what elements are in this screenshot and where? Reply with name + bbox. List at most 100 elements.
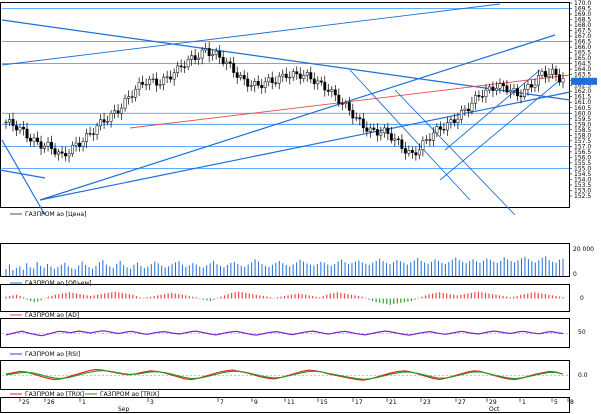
candle-body-127 [449,119,453,123]
candle-body-33 [120,107,124,114]
candle-body-103 [365,127,369,132]
candle-body-62 [221,57,225,64]
price-axis-tick-label-35: 170.0 [574,0,591,7]
candle-body-38 [137,81,141,90]
candle-body-157 [554,68,558,75]
candle-body-104 [368,127,372,132]
ad-panel [0,284,570,312]
candle-body-109 [386,127,390,134]
trix-legend-label-a: ГАЗПРОМ ао [TRIX] [25,391,84,398]
candle-body-73 [260,85,264,88]
candle-body-84 [298,73,302,79]
trendline-10 [444,69,541,151]
candle-body-76 [270,77,274,83]
candle-body-20 [74,142,78,146]
candle-body-145 [512,88,516,91]
candle-body-61 [218,51,222,58]
trendline-8 [394,89,516,216]
candle-body-40 [144,84,148,86]
candle-body-87 [309,72,313,80]
trendline-9 [439,79,561,181]
candle-body-140 [494,87,498,91]
candle-body-28 [102,119,106,123]
rsi-panel [0,318,570,348]
trendline-3 [39,91,571,201]
candle-body-51 [183,66,187,68]
x-axis-month-label-1: Oct [489,406,500,413]
candle-body-13 [50,142,53,149]
candle-body-95 [337,94,341,104]
candle-body-4 [18,126,22,131]
candle-body-23 [85,133,89,142]
candle-body-150 [530,84,533,88]
current-price-marker [571,77,597,85]
price-axis-tick-label-8: 156.5 [574,149,591,156]
candle-body-43 [155,78,159,86]
candle-body-46 [165,76,169,78]
candle-body-15 [57,151,60,155]
candle-body-69 [246,78,250,87]
candle-body-115 [407,150,411,154]
price-axis-tick-label-18: 161.5 [574,94,591,101]
candle-body-94 [333,89,337,96]
volume-axis-tick-bottom: 0 [573,271,577,278]
trendline-0 [1,19,571,101]
trix-panel [0,360,570,390]
price-axis-tick-label-0: 152.5 [574,193,591,200]
price-axis-tick-label-13: 159.0 [574,121,591,128]
candle-body-130 [459,110,463,120]
x-axis-day-label-4: 7 [220,399,224,406]
candle-body-93 [330,89,334,92]
candle-body-89 [316,80,320,85]
candle-body-86 [305,72,309,76]
trendline-5 [1,139,46,216]
candle-body-16 [60,151,64,154]
candle-body-0 [4,121,8,124]
candle-body-65 [232,62,236,73]
candle-body-156 [551,68,554,75]
candle-body-147 [519,95,523,98]
candle-body-80 [284,73,288,78]
candle-body-134 [473,94,477,104]
price-axis-tick-label-32: 168.5 [574,17,591,24]
price-axis-tick-label-15: 160.0 [574,110,591,117]
candle-body-37 [134,88,138,98]
x-axis-day-label-3: 3 [150,399,154,406]
x-axis-day-label-10: 23 [423,399,431,406]
candle-body-53 [190,55,194,60]
x-axis-day-label-15: 8 [570,399,574,406]
candle-body-141 [498,83,502,89]
candle-body-92 [326,89,330,92]
trendline-7 [349,69,471,201]
candle-body-149 [526,84,530,90]
trix-legend: ГАЗПРОМ ао [TRIX] ГАЗПРОМ ао [TRIX] [10,391,159,398]
price-axis-tick-label-3: 154.0 [574,176,591,183]
price-axis-tick-label-12: 158.5 [574,127,591,134]
candle-body-29 [106,120,110,123]
volume-panel [0,243,570,277]
candle-body-1 [8,119,11,123]
candle-body-56 [200,49,204,59]
candle-body-90 [319,80,323,83]
candle-body-120 [424,139,428,141]
candle-body-121 [428,139,432,141]
candle-body-111 [393,138,397,141]
candle-body-107 [379,132,383,136]
price-axis-tick-label-29: 167.0 [574,33,591,40]
candle-body-155 [547,74,551,77]
candle-body-159 [561,78,565,83]
candle-body-52 [186,58,190,68]
candle-body-143 [505,85,509,93]
candle-body-67 [239,75,243,78]
price-axis-tick-label-11: 158.0 [574,132,591,139]
candle-body-132 [466,108,470,112]
candle-body-128 [452,119,456,123]
candle-body-82 [291,71,295,78]
candle-body-35 [127,96,131,99]
candle-body-8 [32,137,36,142]
candle-body-88 [312,78,316,85]
candle-body-123 [435,126,439,134]
candle-body-74 [263,81,267,88]
price-axis-tick-label-22: 163.5 [574,72,591,79]
price-axis-tick-label-28: 166.5 [574,39,591,46]
